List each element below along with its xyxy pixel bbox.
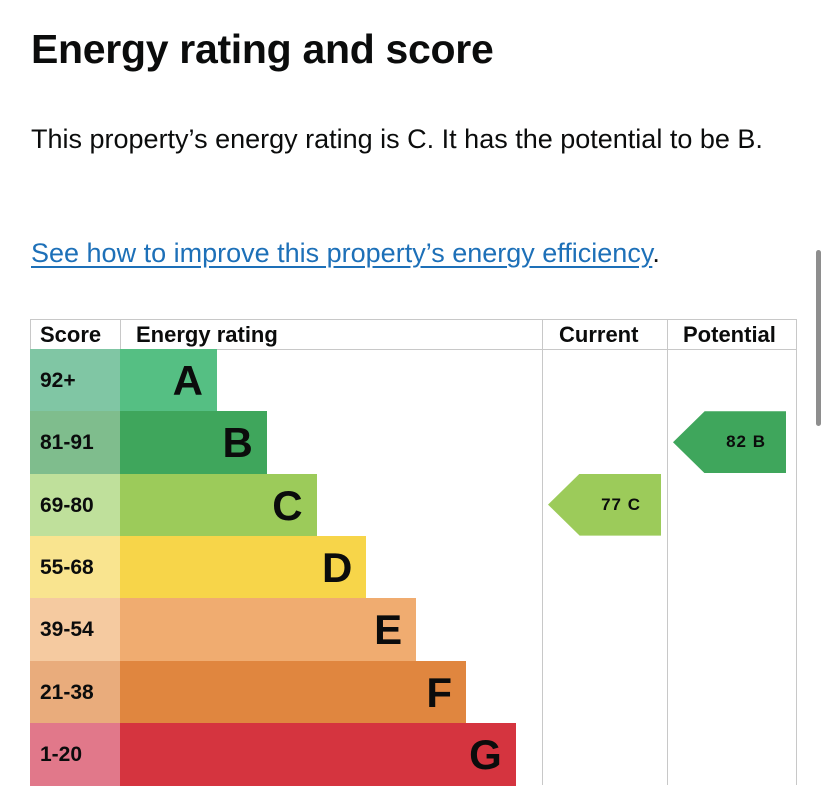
header-potential: Potential xyxy=(683,322,776,347)
band-bar-a: A xyxy=(120,349,217,412)
band-score: 1-20 xyxy=(30,722,120,786)
band-score: 39-54 xyxy=(30,598,120,662)
chart-header-row xyxy=(30,319,797,350)
header-energy-rating: Energy rating xyxy=(136,322,278,347)
improve-efficiency-link[interactable]: See how to improve this property’s energ… xyxy=(31,238,653,268)
band-bar-e: E xyxy=(120,598,417,662)
header-score: Score xyxy=(40,322,102,347)
improve-link-line: See how to improve this property’s energ… xyxy=(31,238,660,269)
divider xyxy=(796,319,797,785)
divider xyxy=(667,319,668,785)
band-bar-d: D xyxy=(120,535,367,599)
band-bar-c: C xyxy=(120,473,317,537)
band-bar-g: G xyxy=(120,722,516,786)
link-suffix: . xyxy=(652,238,660,268)
divider xyxy=(120,319,121,349)
chart-top-border xyxy=(30,319,797,320)
band-score: 69-80 xyxy=(30,473,120,537)
header-current: Current xyxy=(559,322,639,347)
band-score: 92+ xyxy=(30,349,120,412)
band-bar-b: B xyxy=(120,411,267,475)
page-title: Energy rating and score xyxy=(31,26,494,72)
rating-summary: This property’s energy rating is C. It h… xyxy=(31,124,763,154)
scrollbar[interactable] xyxy=(816,250,821,426)
current-rating-arrow: 77 C xyxy=(548,473,661,536)
band-score: 55-68 xyxy=(30,535,120,599)
potential-rating-arrow: 82 B xyxy=(673,411,786,474)
band-bar-f: F xyxy=(120,660,466,724)
divider xyxy=(542,319,543,785)
band-score: 81-91 xyxy=(30,411,120,475)
energy-rating-chart: Score Energy rating Current Potential 92… xyxy=(30,319,797,786)
band-score: 21-38 xyxy=(30,660,120,724)
